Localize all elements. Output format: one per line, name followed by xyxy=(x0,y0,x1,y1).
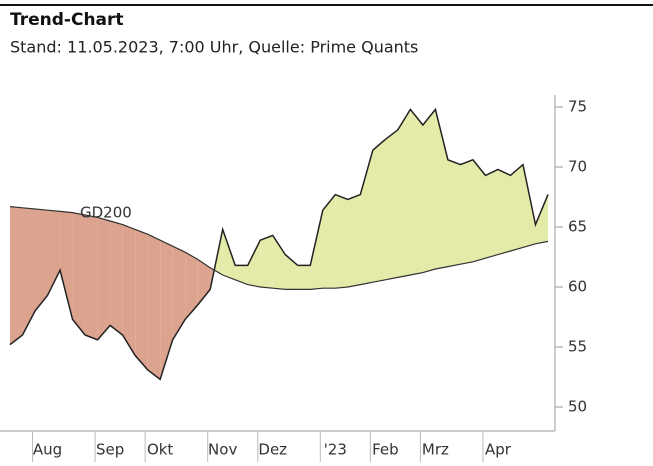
fill-above xyxy=(410,109,423,276)
fill-below xyxy=(160,240,173,380)
fill-below xyxy=(110,221,123,335)
price-line xyxy=(9,107,549,381)
fill-below xyxy=(147,234,161,380)
fill-below xyxy=(10,206,23,345)
fill-above xyxy=(422,109,436,273)
y-tick-label: 70 xyxy=(568,158,587,176)
fill-above xyxy=(222,229,236,280)
fill-above xyxy=(372,139,386,283)
fill-above xyxy=(272,235,286,290)
chart-subtitle: Stand: 11.05.2023, 7:00 Uhr, Quelle: Pri… xyxy=(10,38,418,57)
y-tick-label: 50 xyxy=(568,398,587,416)
fill-above xyxy=(260,235,273,289)
y-tick-label: 75 xyxy=(568,98,587,116)
fill-above xyxy=(347,194,361,287)
gd200-line xyxy=(9,206,549,290)
fill-above xyxy=(447,159,461,267)
fill-above xyxy=(385,129,398,280)
fill-below xyxy=(47,210,61,296)
chart-title: Trend-Chart xyxy=(10,10,124,30)
x-tick-label: Feb xyxy=(372,441,399,459)
x-tick-label: Apr xyxy=(485,441,512,459)
fill-below xyxy=(185,252,198,320)
fill-above xyxy=(472,159,486,262)
fill-below xyxy=(197,259,211,305)
y-tick-label: 65 xyxy=(568,218,587,236)
fill-above xyxy=(397,109,411,278)
x-tick-label: Mrz xyxy=(422,441,449,459)
x-tick-label: Sep xyxy=(96,441,124,459)
fill-below xyxy=(72,212,86,335)
fill-above xyxy=(522,164,536,248)
fill-above xyxy=(235,265,248,285)
fill-above xyxy=(310,210,323,290)
fill-above xyxy=(535,194,548,244)
fill-below xyxy=(97,217,111,340)
fill-above xyxy=(497,169,511,255)
fill-above xyxy=(460,159,473,265)
fill-below xyxy=(22,207,36,335)
y-tick-label: 60 xyxy=(568,278,587,296)
fill-above xyxy=(510,164,523,251)
x-tick-label: Okt xyxy=(147,441,173,459)
y-tick-label: 55 xyxy=(568,338,587,356)
fill-above xyxy=(297,265,311,290)
fill-above xyxy=(485,169,498,259)
fill-below xyxy=(122,224,136,356)
series-label: GD200 xyxy=(80,204,132,222)
fill-below xyxy=(135,229,148,370)
x-tick-label: Aug xyxy=(33,441,62,459)
fill-above xyxy=(335,194,348,289)
fill-below xyxy=(172,246,186,340)
fill-below xyxy=(60,211,73,320)
fill-above xyxy=(247,240,261,287)
fill-below xyxy=(35,209,48,311)
x-tick-label: Nov xyxy=(208,441,237,459)
fill-below xyxy=(85,215,98,340)
fill-above xyxy=(322,194,336,289)
x-tick-label: '23 xyxy=(324,441,347,459)
x-tick-label: Dez xyxy=(258,441,287,459)
